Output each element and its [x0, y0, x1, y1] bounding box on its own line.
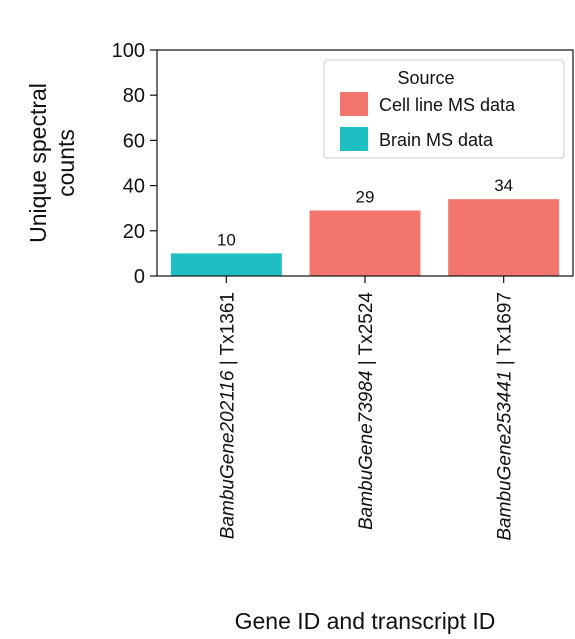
plot-frame [156, 49, 574, 277]
bar-value-labels: 10 29 34 [217, 176, 513, 249]
legend-box [323, 59, 565, 159]
bars [170, 199, 560, 276]
bar [448, 199, 560, 276]
x-tick-transcript-id: | Tx1361 [217, 292, 238, 371]
legend-title: Source [397, 68, 454, 88]
x-axis-title: Gene ID and transcript ID [235, 608, 496, 634]
y-tick-label: 80 [123, 85, 145, 107]
legend-swatch-brain [340, 127, 368, 151]
x-tick-gene-id: BambuGene73984 [356, 371, 377, 531]
y-axis-title: Unique spectral counts [25, 83, 79, 243]
y-tick-label: 0 [134, 266, 145, 288]
x-tick-gene-id: BambuGene253441 [495, 371, 516, 541]
bar [309, 210, 421, 276]
y-tick-label: 20 [123, 221, 145, 243]
y-tick-label: 100 [112, 40, 145, 62]
y-axis-ticks: 0 20 40 60 80 100 [112, 40, 157, 288]
legend-swatch-cell-line [340, 92, 368, 116]
y-tick-label: 60 [123, 130, 145, 152]
y-axis-title-line1: Unique spectral [25, 83, 51, 243]
x-tick-label: BambuGene253441 | Tx1697 [495, 292, 516, 541]
legend: Source Cell line MS data Brain MS data [323, 59, 565, 159]
x-tick-transcript-id: | Tx1697 [495, 292, 516, 371]
bar-value-label: 29 [356, 187, 375, 206]
x-tick-label: BambuGene73984 | Tx2524 [356, 292, 377, 530]
x-tick-transcript-id: | Tx2524 [356, 292, 377, 371]
bar-value-label: 10 [217, 230, 236, 249]
y-axis-title-line2: counts [53, 129, 79, 197]
legend-label-brain: Brain MS data [379, 130, 494, 150]
bar [170, 253, 282, 276]
legend-label-cell-line: Cell line MS data [379, 95, 516, 115]
bar-value-label: 34 [494, 176, 513, 195]
x-tick-gene-id: BambuGene202116 [217, 370, 238, 539]
x-axis-ticks: BambuGene202116 | Tx1361 BambuGene73984 |… [217, 276, 516, 541]
x-tick-label: BambuGene202116 | Tx1361 [217, 292, 238, 539]
y-tick-label: 40 [123, 176, 145, 198]
